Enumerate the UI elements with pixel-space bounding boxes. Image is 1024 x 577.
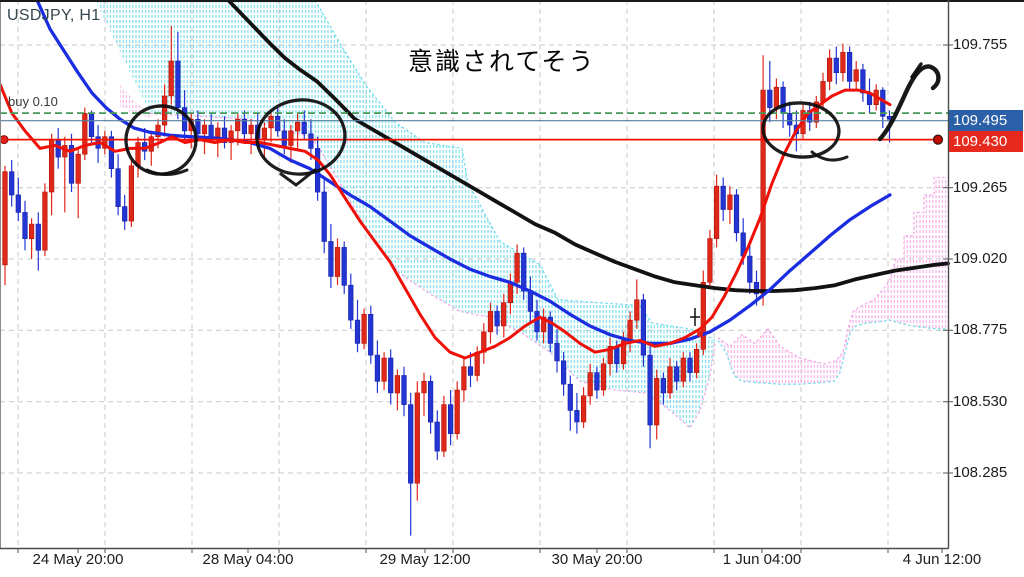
- price-axis-label: 108.285: [953, 464, 1008, 481]
- time-axis-label: 28 May 04:00: [202, 551, 294, 568]
- time-axis-label: 29 May 12:00: [379, 551, 471, 568]
- bid-price-badge: 109.495: [949, 109, 1023, 131]
- time-axis-label: 30 May 20:00: [551, 551, 643, 568]
- ma-slow-black: [226, 0, 950, 293]
- price-axis-label: 108.530: [953, 392, 1008, 410]
- price-axis-label: 108.775: [953, 321, 1008, 339]
- hand-drawn-arrow[interactable]: [877, 64, 941, 142]
- trade-entry-marker: [697, 331, 703, 337]
- hand-drawn-circle-2[interactable]: [253, 96, 348, 179]
- annotation-text: 意識されてそう: [408, 48, 596, 76]
- time-axis-label: 24 May 20:00: [32, 551, 124, 568]
- kumo-cloud-main: [95, 0, 715, 428]
- order-label: buy 0.10: [8, 94, 58, 109]
- hand-drawn-circle-3[interactable]: [761, 100, 841, 159]
- ma-fast-red: [0, 82, 892, 360]
- time-axis-label: 4 Jun 12:00: [902, 551, 982, 568]
- ma-mid-blue: [35, 0, 892, 346]
- hline-price-badge: 109.430: [949, 131, 1023, 153]
- symbol-timeframe-title: USDJPY, H1: [7, 7, 101, 24]
- price-axis-label: 109.755: [953, 36, 1008, 53]
- chart-object-marker: [690, 308, 700, 326]
- price-axis-label: 109.265: [953, 178, 1008, 196]
- time-axis-label: 1 Jun 04:00: [722, 551, 802, 568]
- price-axis-label: 109.020: [953, 250, 1008, 267]
